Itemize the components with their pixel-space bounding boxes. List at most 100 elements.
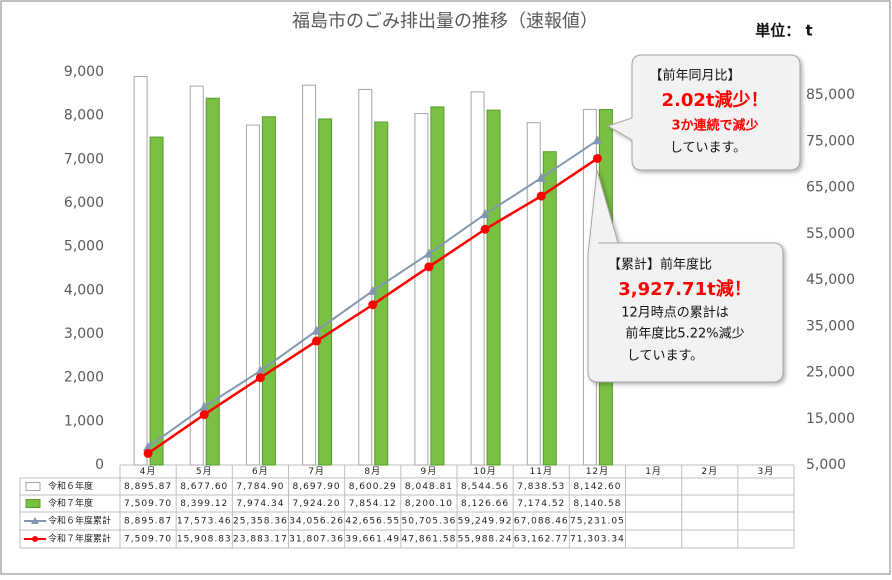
table-value: 8,126.66 [461,499,509,509]
bar [430,106,445,466]
y2-tick-label: 15,000 [806,411,855,427]
table-value: 63,162.77 [514,535,569,545]
callout-text: しています。 [670,141,746,156]
table-value: 7,784.90 [236,482,284,492]
table-value: 8,048.81 [405,482,453,492]
callout-text: 前年度比5.22%減少 [625,326,744,342]
bar [358,88,373,466]
legend-swatch [25,499,41,508]
bar [470,91,485,466]
x-tick-label: 6月 [252,466,269,477]
y2-tick-label: 65,000 [806,180,855,196]
bar [486,109,501,466]
marker [536,172,547,182]
table-value: 55,988.24 [458,535,513,545]
table-value: 8,544.56 [461,482,509,492]
legend-swatch [31,517,39,524]
table-value: 34,056.26 [289,517,344,527]
callout-text: 【前年同月比】 [649,68,740,84]
marker [480,224,490,234]
callout-text: 3か連続で減少 [671,118,758,134]
y-tick-label: 2,000 [64,370,104,386]
table-value: 7,838.53 [517,482,565,492]
table-value: 71,303.34 [570,535,625,545]
table-value: 75,231.05 [570,517,625,527]
x-tick-label: 1月 [645,466,662,477]
legend-swatch [32,536,38,542]
chart-title: 福島市のごみ排出量の推移（速報値） [292,11,598,32]
table-value: 7,509.70 [124,535,172,545]
table-value: 47,861.58 [402,535,457,545]
x-tick-label: 12月 [586,466,609,477]
x-tick-label: 11月 [530,466,553,477]
y-tick-label: 8,000 [64,108,104,124]
y-tick-label: 6,000 [64,195,104,211]
table-value: 59,249.92 [458,517,513,527]
table-value: 8,895.87 [124,517,172,527]
bar [245,124,260,466]
table-value: 31,807.36 [289,535,344,545]
table-value: 42,656.55 [345,517,400,527]
x-tick-label: 7月 [308,466,325,477]
x-tick-label: 9月 [421,466,438,477]
plot: 0 1,000 2,000 3,000 4,000 5,000 6,000 7,000 8,00… [19,64,855,549]
x-tick-label: 5月 [196,466,213,477]
y-tick-label: 9,000 [64,64,104,80]
marker [368,300,378,310]
y2-tick-label: 85,000 [806,87,855,103]
table-value: 15,908.83 [177,535,232,545]
marker [367,285,378,295]
callout-text: 2.02t減少！ [661,89,768,111]
table-value: 8,895.87 [124,482,172,492]
marker [255,365,266,375]
legend-label: 令和７年度 [48,497,93,509]
table-value: 50,705.36 [402,517,457,527]
bar [149,136,164,466]
table-value: 7,974.34 [236,499,284,509]
callout-text: 【累計】前年度比 [608,257,712,273]
table-value: 67,088.46 [514,517,569,527]
y2-tick-label: 45,000 [806,272,855,288]
marker [592,135,603,145]
marker [255,373,265,383]
legend-label: 令和７年度累計 [48,533,111,545]
marker [311,325,322,335]
table-value: 7,924.20 [293,499,341,509]
y2-tick-label: 35,000 [806,318,855,334]
callout-box [587,169,784,383]
table-value: 8,140.58 [573,499,621,509]
legend-label: 令和６年度 [48,480,93,492]
x-tick-label: 2月 [701,466,718,477]
table-value: 8,399.12 [180,499,228,509]
x-tick-label: 8月 [364,466,381,477]
callout-text: しています。 [627,349,703,364]
y-tick-label: 7,000 [64,151,104,167]
callout-text: 12月時点の累計は [621,305,729,321]
bar [318,118,333,466]
table-value: 8,697.90 [293,482,341,492]
bar [302,84,317,466]
table-value: 25,358.36 [233,517,288,527]
table-value: 7,174.52 [517,499,565,509]
callout-box [606,54,801,171]
marker [536,191,546,201]
table-value: 8,200.10 [405,499,453,509]
table-value: 8,677.60 [180,482,228,492]
legend-label: 令和６年度累計 [48,515,111,527]
table-value: 8,600.29 [349,482,397,492]
unit-label: 単位： t [755,22,812,40]
y-tick-label: 1,000 [64,413,104,429]
table-value: 8,142.60 [573,482,621,492]
callout: 【前年同月比】 2.02t減少！ 3か連続で減少 しています。 [606,54,801,171]
marker [480,209,491,219]
y-tick-label: 4,000 [64,282,104,298]
marker [199,401,210,411]
bar [414,113,429,466]
x-tick-label: 10月 [473,466,496,477]
table-value: 23,883.17 [233,535,288,545]
table-value: 7,854.12 [349,499,397,509]
marker [424,262,434,272]
x-tick-label: 4月 [140,466,157,477]
callout-text: 3,927.71t減！ [618,278,751,300]
